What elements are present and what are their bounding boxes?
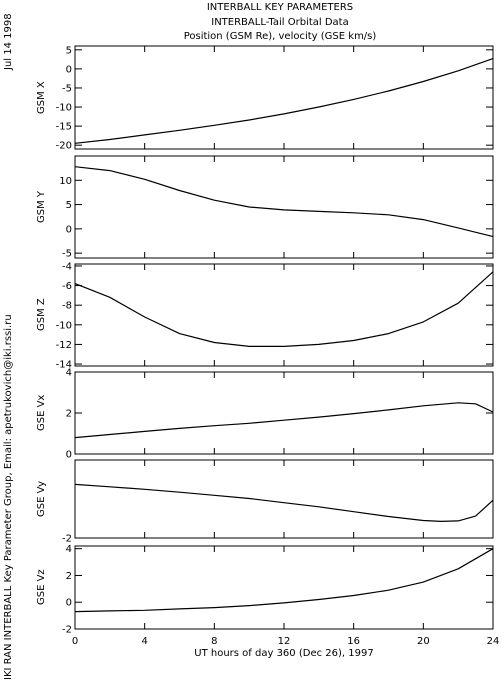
y-tick-label: 10 [59,176,72,187]
y-tick-label: -5 [62,83,72,94]
y-tick-label: 4 [66,544,72,555]
panel-frame [74,45,494,150]
series-line-gsm-x [74,58,494,144]
y-tick-label: 2 [66,571,72,582]
y-tick-label: 0 [66,450,72,461]
x-axis-label: UT hours of day 360 (Dec 26), 1997 [194,648,374,659]
y-tick-label: 0 [66,598,72,609]
y-axis-label: GSM Y [36,190,47,223]
y-tick-label: -10 [56,103,72,114]
y-tick-label: -15 [56,122,72,133]
panel-frame [74,545,494,630]
y-tick-label: 5 [66,200,72,211]
x-tick-label: 16 [347,636,360,647]
y-tick-label: -2 [62,534,72,545]
y-axis-label: GSM X [36,81,47,114]
y-tick-label: -2 [62,625,72,636]
chart-units: Position (GSM Re), velocity (GSE km/s) [183,31,377,42]
series-line-gsm-y [74,166,494,238]
y-tick-label: 4 [66,368,72,379]
series-line-gse-vz [74,548,494,613]
y-axis-label: GSE Vz [36,569,47,606]
y-tick-label: 5 [66,45,72,56]
y-tick-label: -12 [56,340,72,351]
y-tick-label: -4 [62,261,72,272]
panel-frame [74,155,494,259]
y-axis-label: GSM Z [36,298,47,332]
series-line-gse-vy [74,483,494,523]
chart-subtitle: INTERBALL-Tail Orbital Data [211,17,349,28]
x-tick-label: 0 [72,636,78,647]
panel-frame [74,459,494,539]
y-tick-label: 0 [66,224,72,235]
chart-title: INTERBALL KEY PARAMETERS [206,2,354,13]
series-line-gsm-z [74,271,494,347]
series-line-gse-vx [74,402,494,439]
panel-frame [74,263,494,367]
panel-frame [74,371,494,455]
x-tick-label: 8 [211,636,217,647]
x-tick-label: 12 [278,636,291,647]
y-tick-label: -8 [62,301,72,312]
y-tick-label: 0 [66,64,72,75]
y-tick-label: -14 [56,360,72,371]
y-tick-label: -6 [62,281,72,292]
y-tick-label: -20 [56,141,72,152]
y-axis-label: GSE Vx [36,394,47,432]
x-tick-label: 4 [141,636,147,647]
y-tick-label: -5 [62,249,72,260]
y-tick-label: -10 [56,320,72,331]
y-tick-label: 2 [66,409,72,420]
x-tick-label: 20 [417,636,430,647]
x-tick-label: 24 [487,636,500,647]
y-axis-label: GSE Vy [36,480,47,518]
